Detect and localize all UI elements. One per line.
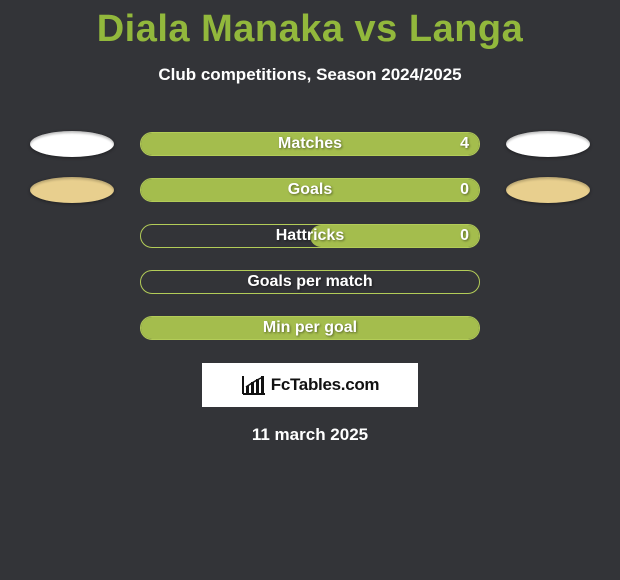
stat-bar-goals-per-match: Goals per match xyxy=(140,270,480,294)
stat-bar-hattricks: Hattricks 0 xyxy=(140,224,480,248)
bar-chart-icon xyxy=(241,374,267,396)
stat-row-goals-per-match: Goals per match xyxy=(0,265,620,299)
stat-row-goals: Goals 0 xyxy=(0,173,620,207)
spacer xyxy=(506,269,590,295)
stat-row-hattricks: Hattricks 0 xyxy=(0,219,620,253)
stats-comparison-chart: Matches 4 Goals 0 Hattricks 0 Goals per … xyxy=(0,127,620,345)
stat-bar-goals: Goals 0 xyxy=(140,178,480,202)
spacer xyxy=(30,269,114,295)
player-left-marker xyxy=(30,131,114,157)
player-right-marker xyxy=(506,131,590,157)
spacer xyxy=(506,223,590,249)
spacer xyxy=(506,315,590,341)
date-text: 11 march 2025 xyxy=(0,425,620,445)
player-right-marker xyxy=(506,177,590,203)
player-left-marker xyxy=(30,177,114,203)
spacer xyxy=(30,315,114,341)
stat-label: Goals per match xyxy=(247,273,372,291)
stat-value-right: 0 xyxy=(460,227,469,245)
stat-value-right: 4 xyxy=(460,135,469,153)
subtitle: Club competitions, Season 2024/2025 xyxy=(0,65,620,85)
stat-value-right: 0 xyxy=(460,181,469,199)
spacer xyxy=(30,223,114,249)
logo-text: FcTables.com xyxy=(271,375,380,395)
stat-row-matches: Matches 4 xyxy=(0,127,620,161)
stat-label: Hattricks xyxy=(276,227,344,245)
stat-label: Matches xyxy=(278,135,342,153)
page-title: Diala Manaka vs Langa xyxy=(0,0,620,51)
stat-label: Goals xyxy=(288,181,332,199)
stat-row-min-per-goal: Min per goal xyxy=(0,311,620,345)
stat-bar-matches: Matches 4 xyxy=(140,132,480,156)
stat-label: Min per goal xyxy=(263,319,357,337)
source-logo: FcTables.com xyxy=(202,363,418,407)
stat-bar-min-per-goal: Min per goal xyxy=(140,316,480,340)
